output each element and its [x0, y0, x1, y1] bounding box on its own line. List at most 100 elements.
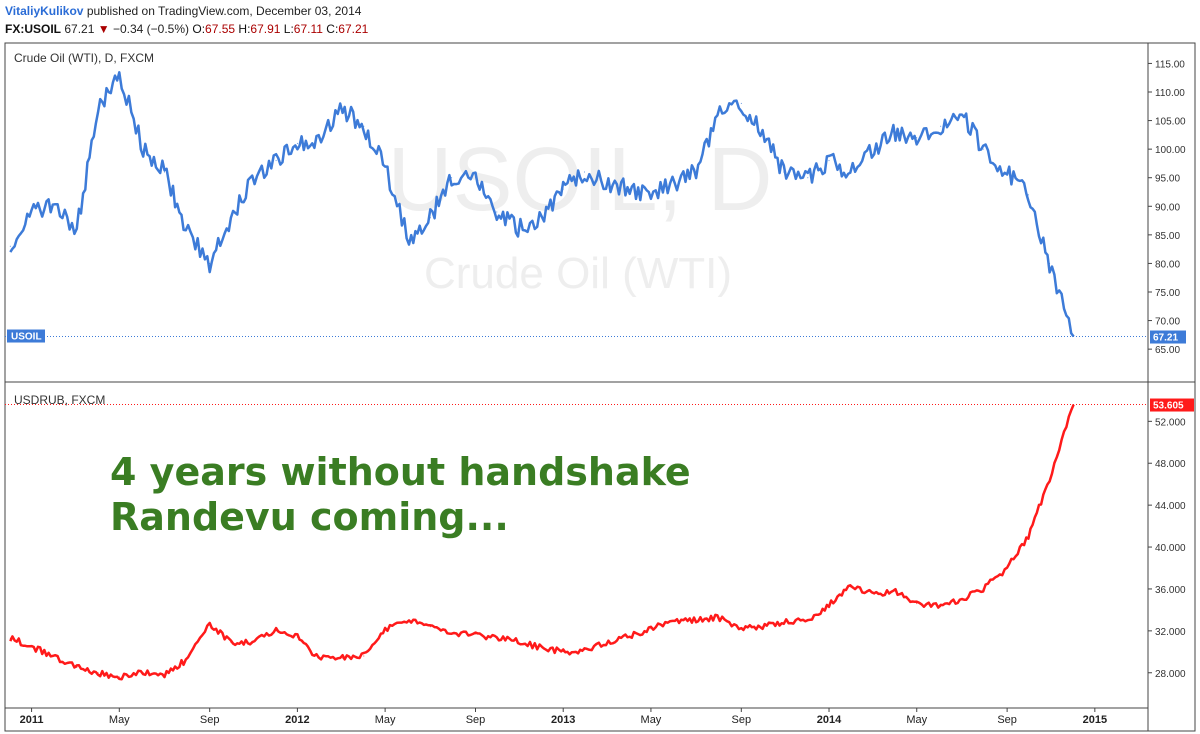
close-value: 67.21 — [338, 22, 369, 36]
time-tick-label: 2012 — [285, 714, 309, 726]
annotation-text: 4 years without handshake Randevu coming… — [110, 450, 691, 540]
rub-last-price-badge: 53.605 — [1150, 398, 1194, 412]
down-arrow-icon: ▼ — [97, 22, 110, 36]
oil-point — [251, 177, 253, 179]
rub-y-tick-label: 52.000 — [1155, 417, 1186, 428]
oil-point — [807, 177, 809, 179]
oil-point — [650, 194, 652, 196]
rub-y-tick-label: 32.000 — [1155, 627, 1186, 638]
oil-point — [1027, 194, 1029, 196]
rub-point — [1049, 478, 1051, 480]
rub-point — [31, 646, 33, 648]
time-tick-label: 2011 — [20, 714, 44, 726]
oil-point — [1006, 171, 1008, 173]
rub-point — [318, 657, 320, 659]
rub-point — [584, 649, 585, 651]
rub-point — [607, 640, 609, 642]
time-axis: 2011 May Sep 2012 May Sep 2013 May Sep 2014 May Sep… — [20, 708, 1107, 726]
rub-point — [230, 641, 232, 643]
published-text: published on TradingView.com, December 0… — [86, 4, 362, 18]
oil-point — [895, 131, 896, 133]
rub-point — [275, 630, 277, 632]
oil-y-tick-label: 115.00 — [1155, 59, 1185, 70]
oil-point — [118, 74, 120, 76]
time-tick-label: Sep — [466, 714, 486, 726]
rub-point — [363, 655, 365, 657]
time-tick-label: 2013 — [551, 714, 575, 726]
oil-point — [185, 228, 187, 230]
rub-point — [251, 640, 253, 642]
rub-y-tick-label: 40.000 — [1155, 543, 1186, 554]
rub-series-points — [9, 404, 1075, 678]
rub-point — [164, 674, 165, 676]
oil-point — [873, 148, 875, 150]
oil-point — [629, 188, 631, 190]
rub-point — [142, 672, 144, 674]
rub-point — [783, 622, 785, 623]
rub-point — [873, 593, 875, 595]
oil-series-label: USOIL — [11, 332, 42, 343]
oil-last-price: 67.21 — [1153, 333, 1178, 344]
oil-point — [716, 114, 718, 116]
rub-point — [650, 628, 652, 630]
oil-y-tick-label: 70.00 — [1155, 317, 1180, 328]
oil-point — [940, 125, 942, 127]
rub-point — [52, 655, 54, 657]
oil-series-tag: USOIL — [7, 329, 45, 343]
rub-point — [828, 604, 830, 606]
rub-point — [429, 626, 431, 628]
rub-point — [296, 636, 298, 638]
rub-point — [740, 628, 742, 630]
oil-point — [31, 211, 33, 213]
oil-point — [296, 142, 298, 144]
rub-point — [562, 651, 564, 653]
time-tick-label: 2015 — [1083, 714, 1107, 726]
last-price: 67.21 — [64, 22, 95, 36]
rub-point — [9, 637, 11, 639]
oil-point — [1049, 262, 1051, 264]
oil-point — [496, 211, 498, 213]
oil-point — [674, 182, 676, 184]
rub-point — [895, 590, 896, 592]
oil-point — [230, 217, 232, 219]
oil-point — [916, 137, 918, 139]
oil-point — [695, 171, 697, 173]
annotation-line-1: 4 years without handshake — [110, 450, 691, 494]
time-tick-label: 2014 — [817, 714, 842, 726]
time-tick-label: May — [641, 714, 662, 726]
oil-point — [451, 177, 453, 179]
oil-point — [275, 160, 277, 162]
chart-area[interactable]: USOIL, D Crude Oil (WTI) Crude Oil (WTI)… — [0, 40, 1200, 734]
oil-point — [318, 137, 320, 139]
low-value: 67.11 — [293, 22, 323, 36]
rub-last-price: 53.605 — [1153, 401, 1184, 412]
symbol-label[interactable]: FX:USOIL — [5, 22, 61, 36]
author-link[interactable]: VitaliyKulikov — [5, 4, 84, 18]
oil-point — [828, 160, 830, 162]
rub-point — [209, 624, 211, 626]
oil-y-tick-label: 80.00 — [1155, 259, 1180, 270]
annotation-line-2: Randevu coming... — [110, 495, 509, 539]
oil-point — [76, 228, 78, 230]
oil-point — [164, 171, 165, 173]
rub-point — [674, 619, 676, 621]
rub-point — [916, 603, 918, 605]
oil-point — [541, 217, 543, 219]
chart-frame — [4, 42, 1196, 732]
time-tick-label: Sep — [200, 714, 220, 726]
rub-point — [807, 619, 809, 621]
oil-point — [408, 240, 410, 242]
oil-point — [584, 171, 585, 173]
rub-y-tick-label: 48.000 — [1155, 459, 1186, 470]
oil-point — [607, 182, 609, 184]
oil-y-tick-label: 110.00 — [1155, 88, 1185, 99]
time-tick-label: May — [906, 714, 927, 726]
rub-point — [716, 616, 718, 618]
high-value: 67.91 — [250, 22, 281, 36]
rub-point — [1027, 536, 1029, 538]
rub-y-tick-label: 36.000 — [1155, 585, 1186, 596]
oil-point — [52, 205, 54, 207]
oil-point — [363, 125, 365, 127]
oil-y-tick-label: 75.00 — [1155, 288, 1180, 299]
rub-point — [384, 628, 386, 630]
